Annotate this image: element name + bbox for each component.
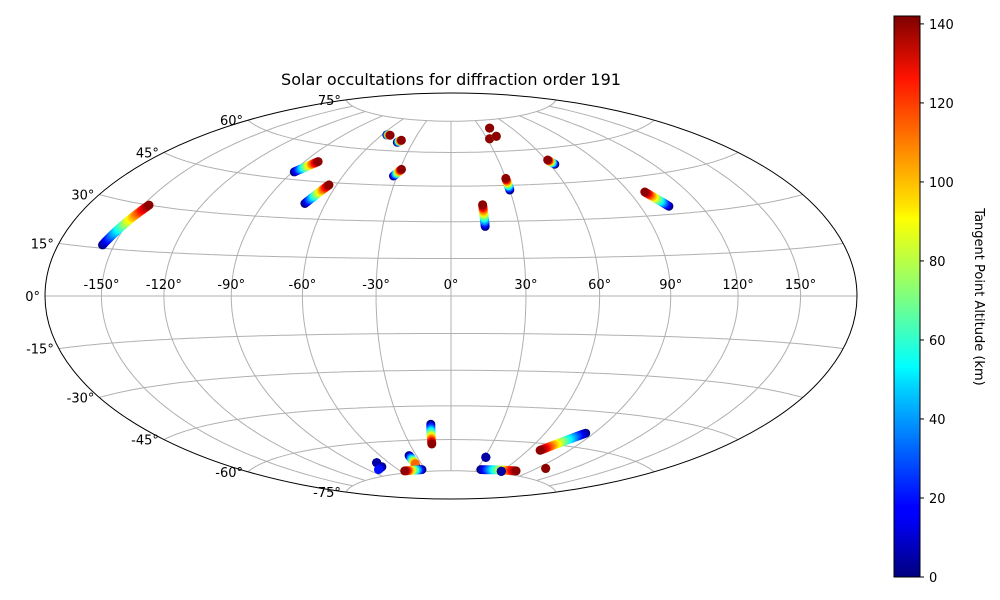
- occultation-point: [427, 439, 437, 449]
- longitude-tick-label: 0°: [444, 278, 459, 293]
- colorbar-tick-label: 20: [929, 492, 946, 507]
- meridian-gridline: [474, 120, 527, 472]
- meridian-gridline: [549, 105, 801, 487]
- occultation-point: [535, 445, 545, 455]
- occultation-track: [478, 200, 490, 231]
- occultation-track: [640, 187, 674, 211]
- occultation-point: [144, 200, 154, 210]
- longitude-tick-label: -150°: [83, 278, 119, 293]
- occultation-point: [501, 173, 511, 183]
- longitude-tick-label: 90°: [659, 278, 682, 293]
- occultation-track: [535, 428, 591, 455]
- occultation-track: [382, 130, 395, 140]
- colorbar-tick-label: 100: [929, 176, 954, 191]
- meridian-gridline: [498, 118, 601, 474]
- colorbar-tick-label: 40: [929, 413, 946, 428]
- occultation-track: [496, 466, 506, 476]
- occultation-track: [400, 465, 427, 476]
- latitude-tick-labels: -75° -60° -45° -30° -15° 0° 15° 30° 45° 60° 75°: [25, 94, 341, 501]
- occultation-point: [324, 180, 334, 190]
- occultation-point: [400, 466, 410, 476]
- occultation-point: [491, 131, 501, 141]
- map-grid: [45, 99, 857, 493]
- occultation-point: [496, 466, 506, 476]
- occultation-point: [385, 130, 395, 140]
- occultation-point: [511, 466, 521, 476]
- occultation-track: [300, 180, 334, 208]
- latitude-tick-label: 0°: [25, 290, 40, 305]
- latitude-tick-label: 45°: [136, 146, 159, 161]
- meridian-gridline: [536, 111, 739, 481]
- meridian-gridline: [301, 118, 404, 474]
- colorbar-tick-label: 140: [929, 18, 954, 33]
- latitude-tick-label: -15°: [26, 343, 54, 358]
- colorbar-label: Tangent Point Altitude (km): [971, 207, 986, 385]
- occultation-track: [485, 123, 495, 133]
- occultation-point: [397, 164, 406, 174]
- occultation-point: [640, 187, 650, 197]
- latitude-tick-label: 15°: [31, 237, 54, 252]
- occultation-point: [478, 200, 488, 210]
- longitude-tick-label: -30°: [362, 278, 390, 293]
- occultation-track: [543, 155, 560, 169]
- longitude-tick-label: 60°: [588, 278, 611, 293]
- occultation-track: [541, 463, 551, 473]
- longitude-tick-label: -120°: [146, 278, 182, 293]
- occultation-point: [481, 452, 491, 462]
- chart-title: Solar occultations for diffraction order…: [281, 70, 621, 89]
- latitude-tick-label: -45°: [131, 434, 159, 449]
- occultation-track: [501, 173, 515, 195]
- occultation-point: [374, 465, 383, 475]
- colorbar: 0 20 40 60 80 100 120 140 Tangent Point Altitud…: [893, 15, 986, 586]
- colorbar-tick-label: 60: [929, 334, 946, 349]
- occultation-point: [541, 463, 551, 473]
- colorbar-tick-label: 80: [929, 255, 946, 270]
- occultation-track: [374, 462, 387, 475]
- latitude-tick-label: -75°: [313, 486, 341, 501]
- occultation-points: [98, 123, 674, 476]
- occultation-track: [426, 419, 437, 449]
- occultation-track: [491, 131, 501, 141]
- longitude-tick-label: 120°: [722, 278, 753, 293]
- occultation-point: [396, 135, 406, 145]
- longitude-tick-label: 150°: [785, 278, 816, 293]
- latitude-tick-label: -60°: [215, 466, 243, 481]
- map-boundary: [44, 92, 858, 500]
- latitude-tick-label: -30°: [67, 392, 95, 407]
- occultation-point: [543, 155, 553, 165]
- colorbar-gradient: [893, 15, 921, 578]
- occultation-track: [404, 451, 420, 469]
- colorbar-ticks: 0 20 40 60 80 100 120 140: [920, 18, 954, 586]
- meridian-gridline: [519, 115, 672, 477]
- occultation-track: [392, 135, 406, 147]
- latitude-tick-label: 30°: [71, 189, 94, 204]
- longitude-tick-label: -90°: [217, 278, 245, 293]
- occultation-track: [98, 200, 154, 250]
- occultation-track: [389, 164, 406, 181]
- latitude-tick-label: 75°: [318, 94, 341, 109]
- longitude-tick-label: 30°: [514, 278, 537, 293]
- longitude-tick-label: -60°: [289, 278, 317, 293]
- occultation-track: [289, 157, 323, 177]
- colorbar-tick-label: 120: [929, 97, 954, 112]
- colorbar-tick-label: 0: [929, 571, 937, 586]
- occultation-track: [481, 452, 491, 462]
- meridian-gridline: [163, 111, 366, 481]
- occultation-point: [313, 157, 323, 167]
- occultation-point: [485, 123, 495, 133]
- meridian-gridline: [101, 105, 353, 487]
- latitude-tick-label: 60°: [220, 114, 243, 129]
- longitude-tick-labels: -150° -120° -90° -60° -30° 0° 30° 60° 90° 120° 150…: [83, 278, 816, 293]
